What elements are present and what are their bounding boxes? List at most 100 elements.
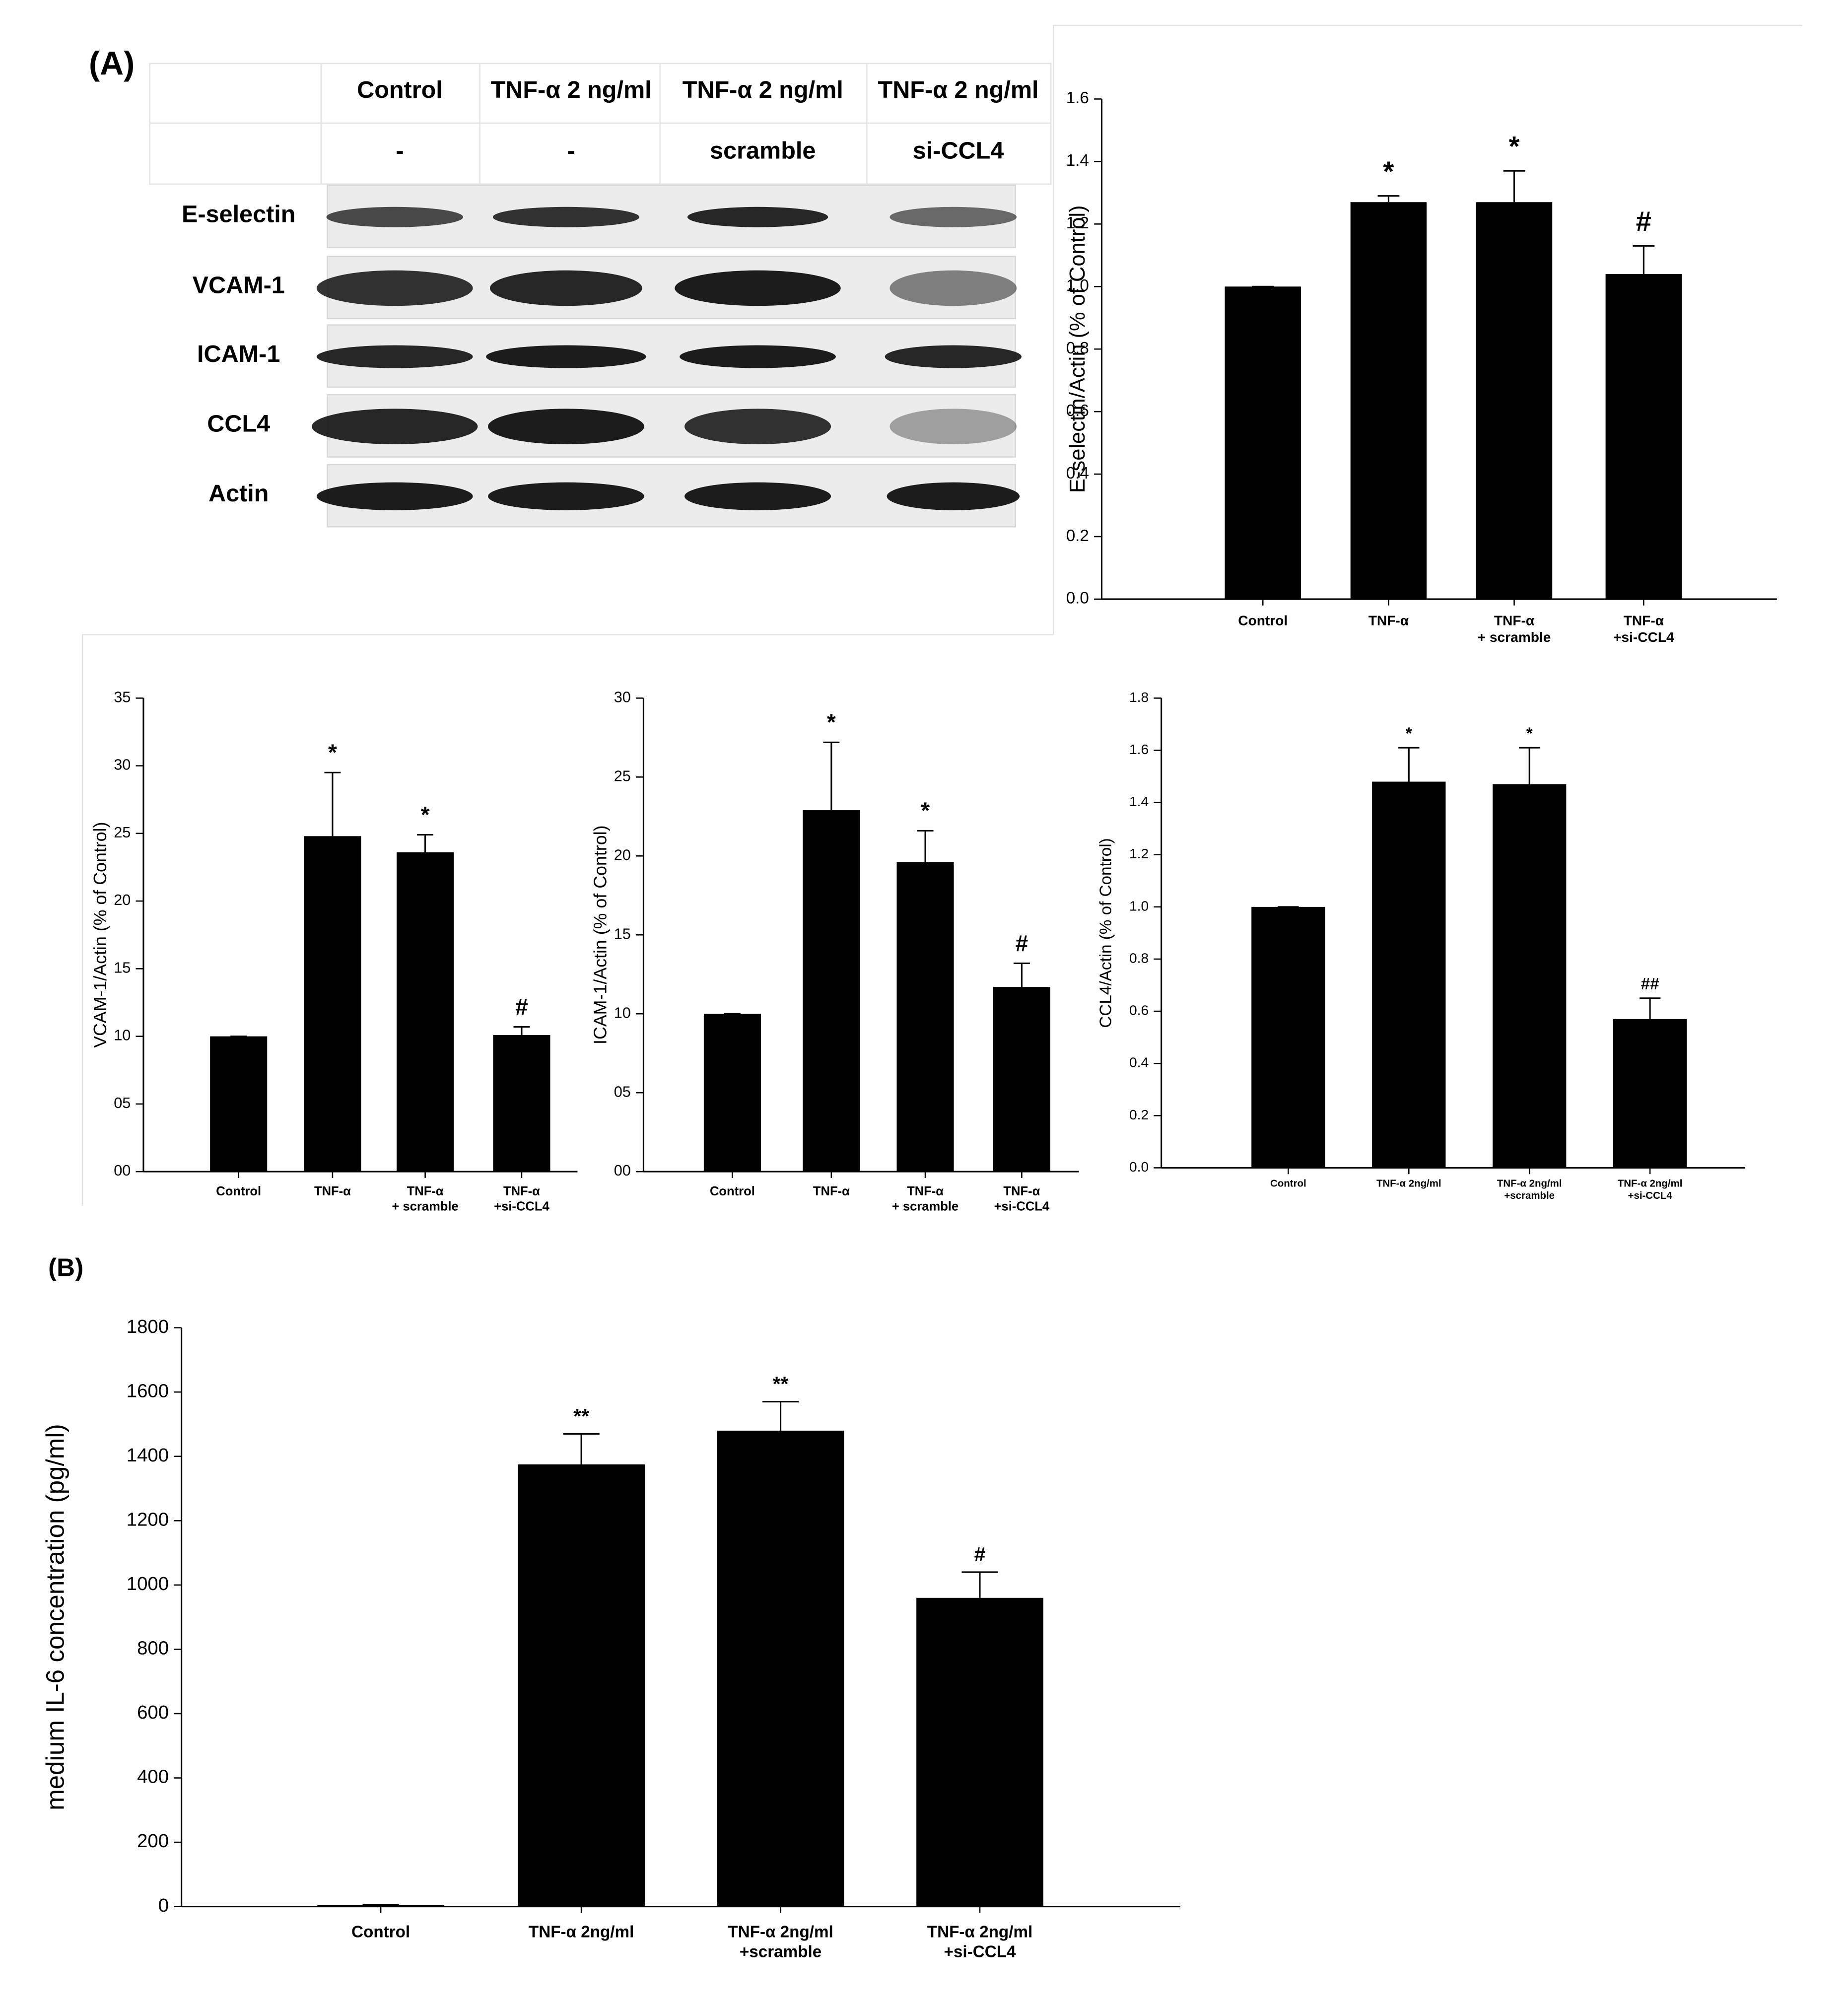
- error-bar: [324, 771, 341, 836]
- bar: [304, 836, 361, 1172]
- error-bar: [513, 1026, 530, 1035]
- blot-band: [312, 409, 478, 444]
- error-bar: [1633, 245, 1655, 275]
- x-tick-label: + scramble: [892, 1199, 958, 1213]
- y-tick-label: 15: [614, 925, 631, 942]
- x-tick-label: Control: [351, 1923, 410, 1941]
- y-tick-label: 1.0: [1129, 898, 1149, 913]
- significance-mark: **: [573, 1404, 589, 1427]
- x-tick-label: +si-CCL4: [944, 1943, 1016, 1961]
- y-tick-label: 1.4: [1129, 794, 1149, 809]
- blot-band: [680, 345, 836, 368]
- error-bar: [917, 830, 934, 863]
- y-axis-label: CCL4/Actin (% of Control): [1096, 838, 1115, 1028]
- significance-mark: *: [921, 798, 930, 824]
- bar: [1613, 1019, 1687, 1168]
- significance-mark: #: [974, 1543, 986, 1566]
- x-tick-label: +scramble: [740, 1943, 821, 1961]
- x-tick-label: TNF-α 2ng/ml: [927, 1923, 1032, 1941]
- bar: [896, 862, 954, 1172]
- y-tick-label: 30: [614, 688, 631, 705]
- bar: [703, 1014, 761, 1172]
- x-tick-label: TNF-α: [407, 1184, 444, 1198]
- y-tick-label: 00: [614, 1162, 631, 1179]
- x-tick-label: TNF-α 2ng/ml: [1618, 1178, 1683, 1189]
- error-bar: [762, 1401, 799, 1431]
- blot-band: [687, 207, 828, 227]
- panel-label: (A): [89, 46, 135, 82]
- y-axis-label: VCAM-1/Actin (% of Control): [90, 822, 110, 1048]
- column-header: TNF-α 2 ng/ml: [878, 76, 1039, 103]
- x-tick-label: TNF-α: [503, 1184, 540, 1198]
- x-tick-label: TNF-α: [1003, 1184, 1040, 1198]
- significance-mark: #: [1636, 206, 1651, 237]
- column-header: Control: [357, 76, 443, 103]
- western-blot: [312, 185, 1022, 528]
- y-tick-label: 0: [158, 1895, 169, 1916]
- row-label: CCL4: [207, 410, 270, 437]
- y-tick-label: 0.8: [1129, 950, 1149, 966]
- blot-band: [488, 409, 644, 444]
- treatment-label: -: [567, 138, 575, 164]
- row-label: ICAM-1: [197, 341, 280, 367]
- y-axis-label: ICAM-1/Actin (% of Control): [590, 826, 610, 1044]
- x-tick-label: TNF-α: [1624, 613, 1664, 628]
- error-bar: [1639, 997, 1661, 1019]
- x-tick-label: Control: [1238, 613, 1288, 628]
- x-tick-label: TNF-α: [1494, 613, 1534, 628]
- error-bar: [1503, 170, 1525, 203]
- significance-mark: *: [827, 709, 836, 735]
- y-tick-label: 1200: [127, 1509, 169, 1530]
- y-tick-label: 25: [614, 767, 631, 784]
- y-tick-label: 20: [614, 846, 631, 863]
- blot-band: [492, 207, 639, 227]
- blot-band: [890, 207, 1017, 227]
- bar: [717, 1430, 844, 1907]
- column-header: TNF-α 2 ng/ml: [683, 76, 843, 103]
- y-tick-label: 1600: [127, 1380, 169, 1401]
- bar: [493, 1035, 550, 1172]
- y-tick-label: 600: [137, 1702, 169, 1723]
- y-axis-label: E-selectin/Actin (% of Control): [1066, 205, 1090, 493]
- x-tick-label: Control: [216, 1184, 261, 1198]
- x-tick-label: TNF-α: [813, 1184, 850, 1198]
- y-tick-label: 1.6: [1066, 89, 1089, 107]
- y-tick-label: 0.6: [1066, 402, 1089, 420]
- column-header: TNF-α 2 ng/ml: [491, 76, 652, 103]
- x-tick-label: +si-CCL4: [1613, 629, 1674, 645]
- significance-mark: #: [515, 994, 528, 1020]
- error-bar: [823, 741, 840, 811]
- y-tick-label: 20: [114, 891, 131, 908]
- blot-band: [490, 270, 642, 306]
- blot-band: [684, 482, 831, 510]
- bar: [1476, 202, 1553, 599]
- x-tick-label: +si-CCL4: [494, 1199, 549, 1213]
- blot-band: [488, 482, 644, 510]
- significance-mark: *: [328, 740, 337, 765]
- significance-mark: *: [1509, 131, 1520, 162]
- error-bar: [417, 834, 434, 853]
- y-tick-label: 30: [114, 756, 131, 773]
- y-tick-label: 05: [114, 1094, 131, 1111]
- significance-mark: *: [1406, 724, 1412, 743]
- y-tick-label: 25: [114, 824, 131, 841]
- blot-band: [316, 345, 473, 368]
- blot-band: [326, 207, 463, 227]
- bar: [1225, 286, 1301, 599]
- y-tick-label: 1.2: [1066, 214, 1089, 232]
- y-tick-label: 00: [114, 1162, 131, 1179]
- x-tick-label: + scramble: [1478, 629, 1551, 645]
- treatment-label: si-CCL4: [913, 138, 1004, 164]
- bar: [1605, 274, 1682, 599]
- bar: [1372, 781, 1446, 1168]
- row-label: Actin: [208, 480, 269, 507]
- y-tick-label: 0.4: [1129, 1055, 1149, 1070]
- bar: [803, 810, 860, 1172]
- blot-band: [316, 270, 473, 306]
- treatment-label: -: [396, 138, 404, 164]
- panel-frames: [81, 24, 1802, 1206]
- significance-mark: #: [1016, 930, 1028, 956]
- x-tick-label: TNF-α: [1369, 613, 1409, 628]
- y-tick-label: 10: [114, 1027, 131, 1044]
- x-tick-label: +si-CCL4: [994, 1199, 1050, 1213]
